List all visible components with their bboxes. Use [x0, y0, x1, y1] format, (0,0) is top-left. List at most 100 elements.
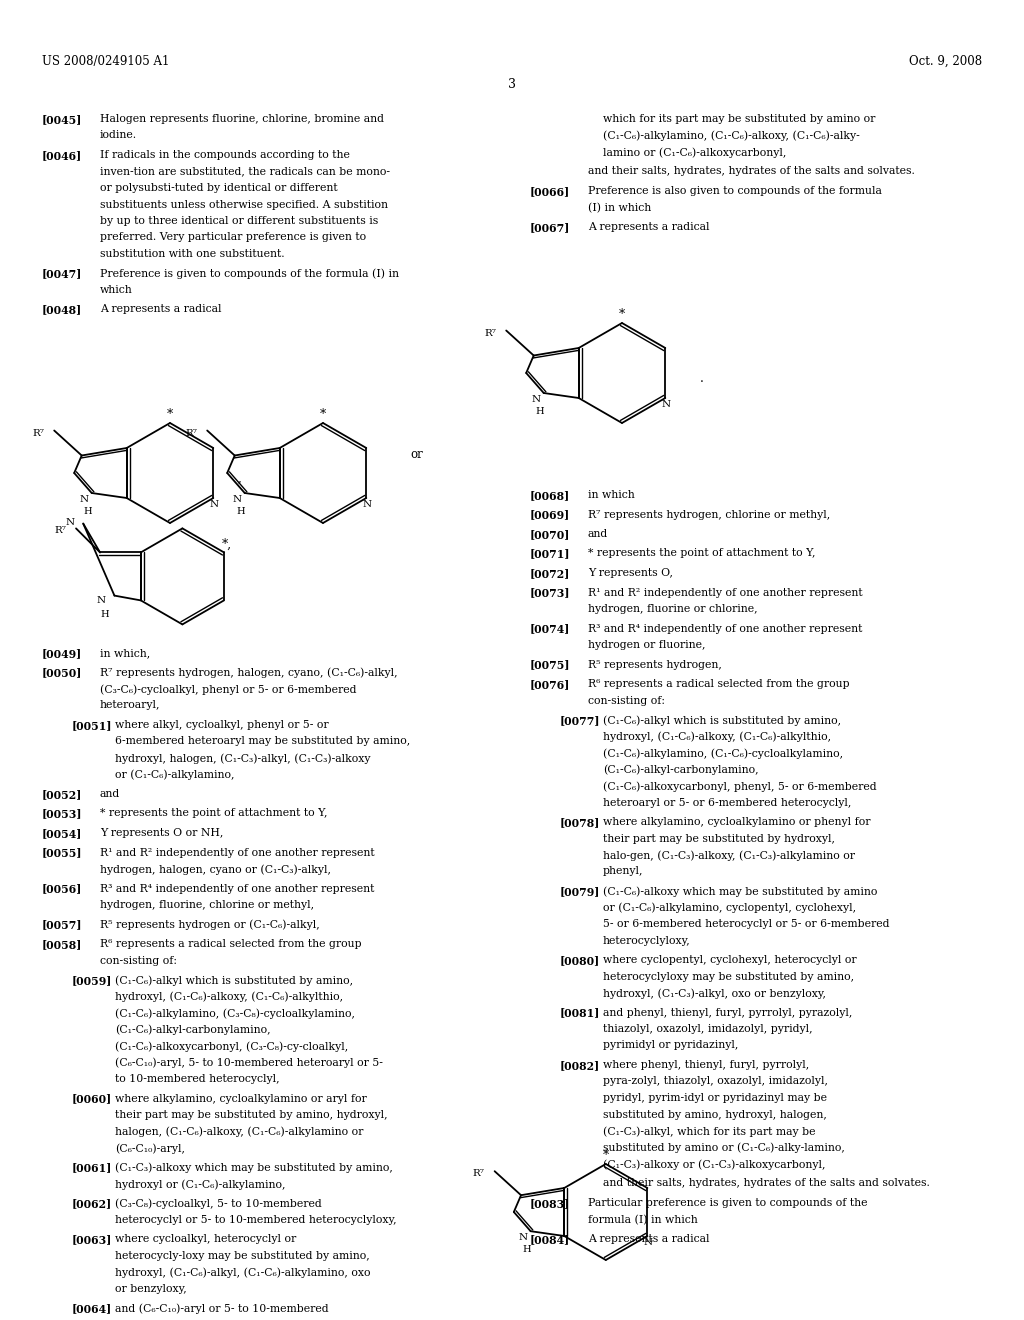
Text: preferred. Very particular preference is given to: preferred. Very particular preference is… — [100, 232, 367, 243]
Text: heterocyclyloxy,: heterocyclyloxy, — [603, 936, 691, 945]
Text: where cyclopentyl, cyclohexyl, heterocyclyl or: where cyclopentyl, cyclohexyl, heterocyc… — [603, 954, 857, 965]
Text: con-sisting of:: con-sisting of: — [100, 956, 177, 965]
Text: (C₁-C₃)-alkoxy or (C₁-C₃)-alkoxycarbonyl,: (C₁-C₃)-alkoxy or (C₁-C₃)-alkoxycarbonyl… — [603, 1159, 825, 1170]
Text: [0047]: [0047] — [42, 268, 82, 280]
Text: halogen, (C₁-C₆)-alkoxy, (C₁-C₆)-alkylamino or: halogen, (C₁-C₆)-alkoxy, (C₁-C₆)-alkylam… — [115, 1126, 364, 1137]
Text: [0079]: [0079] — [560, 886, 600, 898]
Text: [0048]: [0048] — [42, 305, 82, 315]
Text: If radicals in the compounds according to the: If radicals in the compounds according t… — [100, 150, 350, 160]
Text: [0074]: [0074] — [530, 623, 570, 635]
Text: and (C₆-C₁₀)-aryl or 5- to 10-membered: and (C₆-C₁₀)-aryl or 5- to 10-membered — [115, 1304, 329, 1315]
Text: R⁷: R⁷ — [32, 429, 44, 437]
Text: hydroxyl, (C₁-C₃)-alkyl, oxo or benzyloxy,: hydroxyl, (C₁-C₃)-alkyl, oxo or benzylox… — [603, 987, 826, 998]
Text: A represents a radical: A represents a radical — [100, 305, 221, 314]
Text: hydroxyl, (C₁-C₆)-alkoxy, (C₁-C₆)-alkylthio,: hydroxyl, (C₁-C₆)-alkoxy, (C₁-C₆)-alkylt… — [115, 991, 343, 1002]
Text: [0056]: [0056] — [42, 883, 82, 895]
Text: their part may be substituted by hydroxyl,: their part may be substituted by hydroxy… — [603, 833, 835, 843]
Text: by up to three identical or different substituents is: by up to three identical or different su… — [100, 216, 378, 226]
Text: pyridyl, pyrim-idyl or pyridazinyl may be: pyridyl, pyrim-idyl or pyridazinyl may b… — [603, 1093, 827, 1104]
Text: in which,: in which, — [100, 648, 151, 657]
Text: Oct. 9, 2008: Oct. 9, 2008 — [909, 55, 982, 69]
Text: pyrimidyl or pyridazinyl,: pyrimidyl or pyridazinyl, — [603, 1040, 738, 1051]
Text: [0066]: [0066] — [530, 186, 570, 197]
Text: Y represents O,: Y represents O, — [588, 568, 673, 578]
Text: R⁷ represents hydrogen, chlorine or methyl,: R⁷ represents hydrogen, chlorine or meth… — [588, 510, 830, 520]
Text: A represents a radical: A represents a radical — [588, 222, 710, 232]
Text: hydroxyl, halogen, (C₁-C₃)-alkyl, (C₁-C₃)-alkoxy: hydroxyl, halogen, (C₁-C₃)-alkyl, (C₁-C₃… — [115, 752, 371, 763]
Text: their part may be substituted by amino, hydroxyl,: their part may be substituted by amino, … — [115, 1110, 388, 1119]
Text: [0060]: [0060] — [72, 1093, 113, 1105]
Text: and their salts, hydrates, hydrates of the salts and solvates.: and their salts, hydrates, hydrates of t… — [603, 1179, 930, 1188]
Text: and phenyl, thienyl, furyl, pyrrolyl, pyrazolyl,: and phenyl, thienyl, furyl, pyrrolyl, py… — [603, 1007, 852, 1018]
Text: hydroxyl or (C₁-C₆)-alkylamino,: hydroxyl or (C₁-C₆)-alkylamino, — [115, 1179, 286, 1189]
Text: R³ and R⁴ independently of one another represent: R³ and R⁴ independently of one another r… — [588, 623, 862, 634]
Text: [0053]: [0053] — [42, 808, 83, 820]
Text: or (C₁-C₆)-alkylamino,: or (C₁-C₆)-alkylamino, — [115, 770, 234, 780]
Text: 6-membered heteroaryl may be substituted by amino,: 6-membered heteroaryl may be substituted… — [115, 737, 411, 747]
Text: R¹ and R² independently of one another represent: R¹ and R² independently of one another r… — [100, 847, 375, 858]
Text: [0081]: [0081] — [560, 1007, 600, 1019]
Text: [0069]: [0069] — [530, 510, 570, 520]
Text: (C₁-C₆)-alkyl which is substituted by amino,: (C₁-C₆)-alkyl which is substituted by am… — [115, 975, 353, 986]
Text: *: * — [319, 408, 327, 421]
Text: [0082]: [0082] — [560, 1060, 600, 1071]
Text: * represents the point of attachment to Y,: * represents the point of attachment to … — [588, 549, 815, 558]
Text: and: and — [588, 529, 608, 539]
Text: iodine.: iodine. — [100, 131, 137, 140]
Text: phenyl,: phenyl, — [603, 866, 643, 876]
Text: hydrogen, fluorine, chlorine or methyl,: hydrogen, fluorine, chlorine or methyl, — [100, 900, 314, 909]
Text: hydrogen or fluorine,: hydrogen or fluorine, — [588, 640, 706, 649]
Text: inven-tion are substituted, the radicals can be mono-: inven-tion are substituted, the radicals… — [100, 166, 390, 177]
Text: R⁷: R⁷ — [473, 1170, 484, 1179]
Text: (C₁-C₆)-alkoxy which may be substituted by amino: (C₁-C₆)-alkoxy which may be substituted … — [603, 886, 878, 896]
Text: H: H — [100, 610, 109, 619]
Text: [0072]: [0072] — [530, 568, 570, 579]
Text: [0078]: [0078] — [560, 817, 600, 828]
Text: Preference is given to compounds of the formula (I) in: Preference is given to compounds of the … — [100, 268, 399, 279]
Text: [0068]: [0068] — [530, 490, 570, 502]
Text: or: or — [410, 447, 423, 461]
Text: which: which — [100, 285, 133, 294]
Text: N: N — [96, 595, 105, 605]
Text: where alkylamino, cycloalkylamino or phenyl for: where alkylamino, cycloalkylamino or phe… — [603, 817, 870, 828]
Text: [0055]: [0055] — [42, 847, 83, 858]
Text: where alkyl, cycloalkyl, phenyl or 5- or: where alkyl, cycloalkyl, phenyl or 5- or — [115, 719, 329, 730]
Text: (C₁-C₃)-alkyl, which for its part may be: (C₁-C₃)-alkyl, which for its part may be — [603, 1126, 815, 1137]
Text: R⁷: R⁷ — [484, 329, 496, 338]
Text: H: H — [522, 1245, 531, 1254]
Text: (C₁-C₆)-alkyl which is substituted by amino,: (C₁-C₆)-alkyl which is substituted by am… — [603, 715, 841, 726]
Text: [0080]: [0080] — [560, 954, 600, 966]
Text: R⁷: R⁷ — [54, 527, 66, 536]
Text: [0071]: [0071] — [530, 549, 570, 560]
Text: N: N — [66, 517, 75, 527]
Text: thiazolyl, oxazolyl, imidazolyl, pyridyl,: thiazolyl, oxazolyl, imidazolyl, pyridyl… — [603, 1024, 813, 1034]
Text: heterocyclyl or 5- to 10-membered heterocyclyloxy,: heterocyclyl or 5- to 10-membered hetero… — [115, 1214, 396, 1225]
Text: (C₆-C₁₀)-aryl,: (C₆-C₁₀)-aryl, — [115, 1143, 185, 1154]
Text: [0073]: [0073] — [530, 587, 570, 598]
Text: N: N — [362, 500, 372, 510]
Text: N: N — [518, 1233, 527, 1242]
Text: where alkylamino, cycloalkylamino or aryl for: where alkylamino, cycloalkylamino or ary… — [115, 1093, 367, 1104]
Text: hydrogen, halogen, cyano or (C₁-C₃)-alkyl,: hydrogen, halogen, cyano or (C₁-C₃)-alky… — [100, 865, 331, 875]
Text: (C₁-C₆)-alkoxycarbonyl, phenyl, 5- or 6-membered: (C₁-C₆)-alkoxycarbonyl, phenyl, 5- or 6-… — [603, 781, 877, 792]
Text: (C₁-C₆)-alkylamino, (C₁-C₆)-alkoxy, (C₁-C₆)-alky-: (C₁-C₆)-alkylamino, (C₁-C₆)-alkoxy, (C₁-… — [603, 131, 860, 141]
Text: H: H — [84, 507, 92, 516]
Text: N: N — [209, 500, 218, 510]
Text: halo-gen, (C₁-C₃)-alkoxy, (C₁-C₃)-alkylamino or: halo-gen, (C₁-C₃)-alkoxy, (C₁-C₃)-alkyla… — [603, 850, 855, 861]
Text: [0076]: [0076] — [530, 678, 570, 690]
Text: or (C₁-C₆)-alkylamino, cyclopentyl, cyclohexyl,: or (C₁-C₆)-alkylamino, cyclopentyl, cycl… — [603, 903, 856, 913]
Text: [0046]: [0046] — [42, 150, 82, 161]
Text: [0063]: [0063] — [72, 1234, 113, 1246]
Text: substituted by amino or (C₁-C₆)-alky-lamino,: substituted by amino or (C₁-C₆)-alky-lam… — [603, 1143, 845, 1154]
Text: (C₁-C₃)-alkoxy which may be substituted by amino,: (C₁-C₃)-alkoxy which may be substituted … — [115, 1163, 393, 1173]
Text: Particular preference is given to compounds of the: Particular preference is given to compou… — [588, 1199, 867, 1208]
Text: hydroxyl, (C₁-C₆)-alkoxy, (C₁-C₆)-alkylthio,: hydroxyl, (C₁-C₆)-alkoxy, (C₁-C₆)-alkylt… — [603, 731, 831, 742]
Text: ,: , — [238, 473, 242, 484]
Text: R⁵ represents hydrogen,: R⁵ represents hydrogen, — [588, 660, 722, 669]
Text: and: and — [100, 789, 120, 799]
Text: N: N — [232, 495, 242, 504]
Text: in which: in which — [588, 490, 635, 500]
Text: N: N — [662, 400, 671, 409]
Text: (C₃-C₆)-cycloalkyl, phenyl or 5- or 6-membered: (C₃-C₆)-cycloalkyl, phenyl or 5- or 6-me… — [100, 684, 356, 694]
Text: formula (I) in which: formula (I) in which — [588, 1214, 697, 1225]
